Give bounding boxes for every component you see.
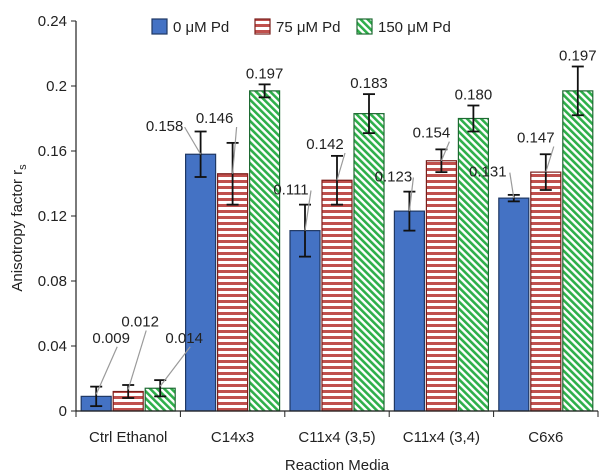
x-tick-label: Ctrl Ethanol xyxy=(89,429,167,446)
data-label: 0.142 xyxy=(306,136,344,153)
x-axis-title: Reaction Media xyxy=(285,457,390,474)
bar xyxy=(321,179,353,412)
bar xyxy=(353,113,385,412)
label-leader-line xyxy=(232,126,238,174)
data-label: 0.197 xyxy=(246,65,284,82)
svg-text:Anisotropy factor rs: Anisotropy factor rs xyxy=(9,164,29,292)
x-tick-label: C14x3 xyxy=(211,429,254,446)
legend: 0 μM Pd 75 μM Pd 150 μM Pd xyxy=(151,18,451,36)
bar xyxy=(457,117,489,412)
y-axis-ticks: 0 0.04 0.08 0.12 0.16 0.2 0.24 xyxy=(38,13,76,420)
data-label: 0.180 xyxy=(455,87,493,104)
data-label: 0.012 xyxy=(121,314,159,331)
bar xyxy=(393,210,425,412)
data-label: 0.123 xyxy=(375,169,413,186)
data-label: 0.146 xyxy=(196,110,234,127)
bar xyxy=(530,171,562,412)
x-axis-ticks: Ctrl Ethanol C14x3 C11x4 (3,5) C11x4 (3,4) C… xyxy=(75,411,599,446)
data-label: 0.197 xyxy=(559,48,597,65)
data-labels: 0.009 0.158 0.111 0.123 0.131 0.012 0.146 0.142… xyxy=(92,48,596,347)
bar xyxy=(185,153,217,412)
legend-swatch xyxy=(254,18,271,35)
label-leader-line xyxy=(304,190,312,231)
bar xyxy=(498,197,530,412)
y-axis-title: Anisotropy factor rs xyxy=(9,164,29,292)
label-leader-line xyxy=(95,346,118,395)
label-leader-lines xyxy=(95,126,555,395)
y-tick-label: 0.04 xyxy=(38,338,67,355)
bar xyxy=(217,173,249,412)
label-leader-line xyxy=(336,152,346,181)
x-tick-label: C11x4 (3,5) xyxy=(298,429,375,446)
label-leader-line xyxy=(408,177,414,212)
bar xyxy=(562,90,594,412)
y-tick-label: 0.2 xyxy=(46,78,67,95)
legend-label: 75 μM Pd xyxy=(276,19,341,36)
legend-label: 150 μM Pd xyxy=(378,19,451,36)
x-tick-label: C11x4 (3,4) xyxy=(403,429,480,446)
axes xyxy=(75,21,598,412)
data-label: 0.111 xyxy=(273,182,308,199)
legend-swatch xyxy=(356,18,373,35)
y-tick-label: 0.12 xyxy=(38,208,67,225)
data-label: 0.183 xyxy=(350,75,388,92)
label-leader-line xyxy=(184,126,202,155)
bars xyxy=(80,90,594,412)
y-tick-label: 0 xyxy=(59,403,67,420)
x-tick-label: C6x6 xyxy=(528,429,563,446)
data-label: 0.147 xyxy=(517,130,555,147)
bar xyxy=(289,230,321,412)
data-label: 0.154 xyxy=(413,125,451,142)
label-leader-line xyxy=(509,172,515,199)
label-leader-line xyxy=(440,141,450,161)
y-axis-title-subscript: s xyxy=(17,164,29,170)
bar xyxy=(249,90,281,412)
data-label: 0.131 xyxy=(469,164,507,181)
data-label: 0.158 xyxy=(146,118,184,135)
label-leader-line xyxy=(127,330,147,390)
data-label: 0.009 xyxy=(92,330,130,347)
legend-swatch xyxy=(151,18,168,35)
label-leader-line xyxy=(545,146,555,173)
legend-label: 0 μM Pd xyxy=(173,19,229,36)
y-tick-label: 0.16 xyxy=(38,143,67,160)
label-leader-line xyxy=(159,346,191,387)
data-label: 0.014 xyxy=(165,330,203,347)
bar xyxy=(425,160,457,412)
y-tick-label: 0.08 xyxy=(38,273,67,290)
y-tick-label: 0.24 xyxy=(38,13,67,30)
y-axis-title-main: Anisotropy factor r xyxy=(9,170,26,292)
